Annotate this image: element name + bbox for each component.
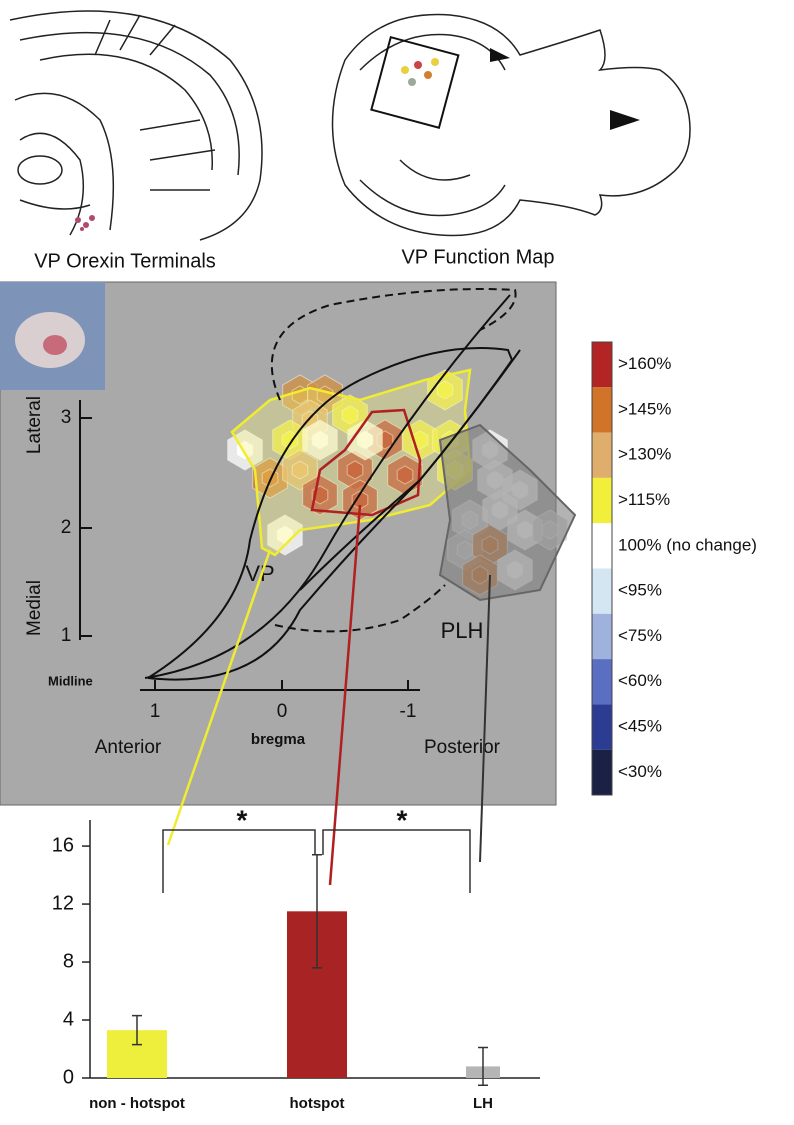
map-tick-label: 1 <box>150 701 161 722</box>
rat-mouth <box>43 335 67 355</box>
hexagon <box>291 460 309 480</box>
hexagon <box>356 430 374 450</box>
hexagon <box>341 405 359 425</box>
error-bar <box>132 1014 142 1046</box>
connector-line <box>479 574 491 863</box>
panel-label: VP Function Map <box>401 246 554 268</box>
vp-outline <box>144 294 511 679</box>
hotspot-region <box>310 408 422 517</box>
significance-bracket <box>162 829 471 893</box>
sagittal-brain-sketch <box>9 10 263 241</box>
inset-dots <box>401 58 439 86</box>
scale-swatch <box>592 568 612 614</box>
significance-star: * <box>397 804 408 835</box>
terminal-dots <box>75 215 95 231</box>
scale-swatch <box>592 342 612 388</box>
scale-label: >130% <box>618 445 671 464</box>
axis-label: bregma <box>251 731 306 748</box>
hexagon <box>346 460 364 480</box>
map-inset-box <box>370 35 460 129</box>
scale-swatch <box>592 387 612 433</box>
panel-label: VP Orexin Terminals <box>34 250 216 272</box>
scale-label: <45% <box>618 717 662 736</box>
x-tick-label: non - hotspot <box>89 1095 185 1112</box>
scale-label: <95% <box>618 581 662 600</box>
y-tick-label: 8 <box>63 950 74 972</box>
region-label: PLH <box>441 618 484 643</box>
error-bar <box>478 1046 488 1086</box>
scale-label: >160% <box>618 354 671 373</box>
scale-swatch <box>592 659 612 705</box>
plh-region <box>438 423 577 602</box>
dashed-outline <box>274 584 446 633</box>
map-tick-label: 0 <box>277 701 288 722</box>
x-tick-label: LH <box>473 1095 493 1112</box>
scale-label: <75% <box>618 626 662 645</box>
horizontal-brain-sketch <box>331 13 691 237</box>
scale-swatch <box>592 613 612 660</box>
hexagon <box>436 380 454 400</box>
scale-swatch <box>592 477 612 524</box>
map-tick-label: 3 <box>61 407 72 428</box>
axis-label: Medial <box>24 580 45 636</box>
ventricle <box>490 48 510 62</box>
hexagon <box>281 430 299 450</box>
scale-frame <box>591 341 613 796</box>
error-bar <box>312 854 322 969</box>
scale-label: >115% <box>618 490 670 509</box>
y-tick-label: 16 <box>52 834 74 856</box>
y-tick-label: 12 <box>52 892 74 914</box>
connector-line <box>166 549 272 846</box>
axis-label: Anterior <box>95 737 162 758</box>
x-tick-label: hotspot <box>290 1095 345 1112</box>
hexagon <box>311 430 329 450</box>
hexagon <box>396 465 414 485</box>
scale-swatch <box>592 523 612 569</box>
scale-swatch <box>592 704 612 750</box>
y-tick-label: 4 <box>63 1008 74 1030</box>
map-tick-label: 2 <box>61 517 72 538</box>
axis-label: Lateral <box>24 396 45 454</box>
midline-label: Midline <box>48 673 93 688</box>
scale-label: >145% <box>618 399 671 418</box>
scale-swatch <box>592 432 612 478</box>
ventricle <box>610 110 640 130</box>
axis-label: Posterior <box>424 737 501 758</box>
significance-star: * <box>237 804 248 835</box>
scale-label: <60% <box>618 671 662 690</box>
y-tick-label: 0 <box>63 1066 74 1088</box>
scale-label: 100% (no change) <box>618 535 757 554</box>
color-scale: >160% >145% >130% >115% 100% (no change) <95%… <box>591 341 757 796</box>
map-tick-label: -1 <box>400 701 417 722</box>
bar-chart: 0 4 8 12 16 non - hotspot hotspot LH <box>52 820 540 1112</box>
scale-label: <30% <box>618 762 662 781</box>
map-tick-label: 1 <box>61 625 72 646</box>
dashed-outline <box>270 288 517 401</box>
scale-swatch <box>592 749 612 795</box>
connector-line <box>328 504 362 886</box>
